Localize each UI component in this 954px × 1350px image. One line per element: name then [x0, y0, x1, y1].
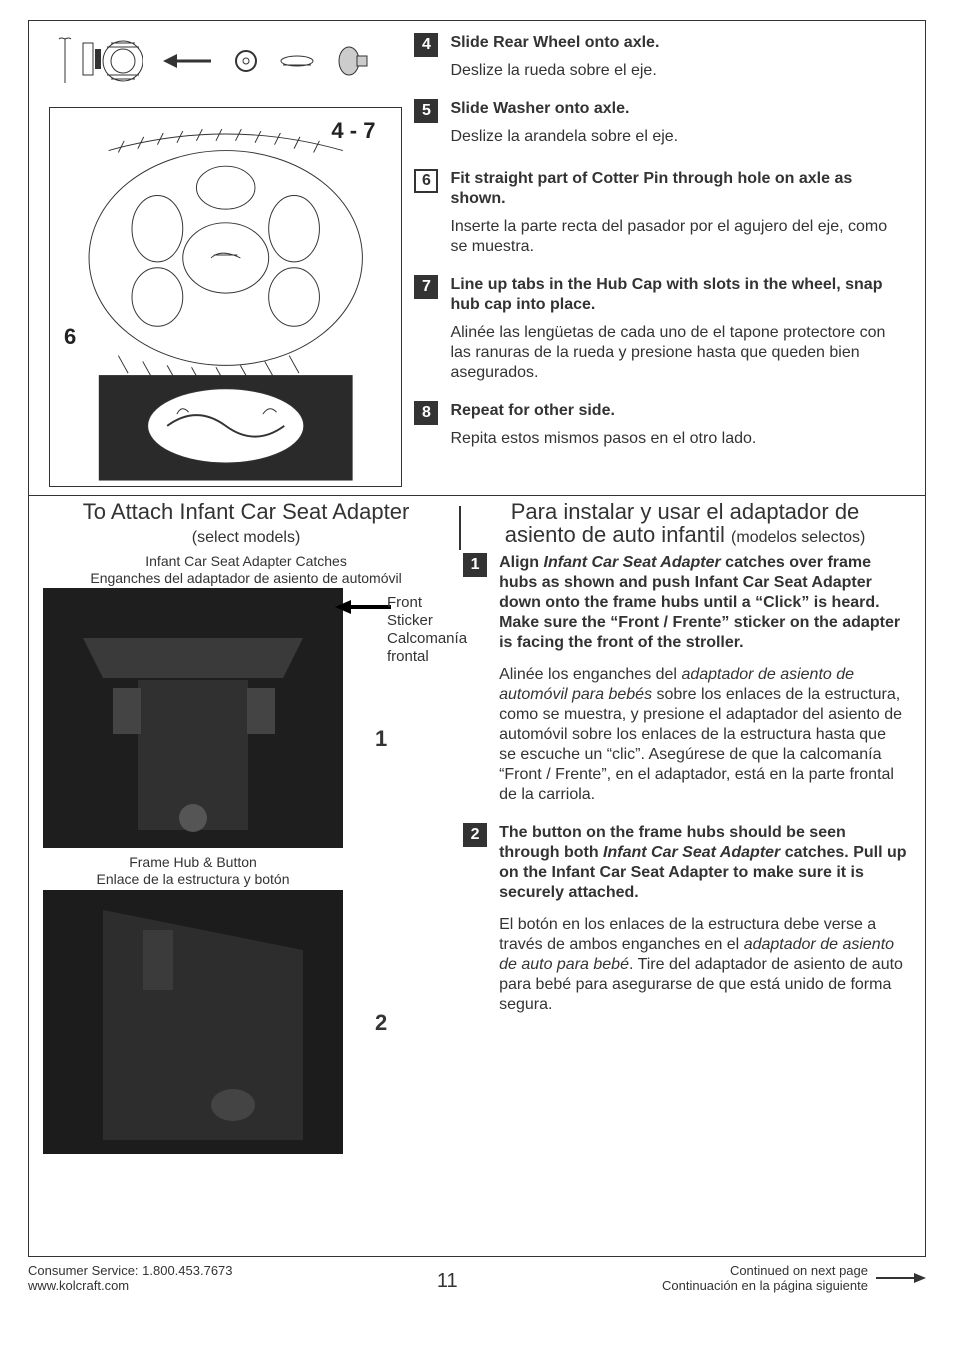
wheel-illustration [50, 108, 401, 486]
adapter-step2-en: The button on the frame hubs should be s… [499, 823, 907, 903]
catches-caption: Infant Car Seat Adapter Catches Enganche… [43, 553, 449, 587]
step4-en: Slide Rear Wheel onto axle. [450, 33, 905, 53]
page-number: 11 [437, 1270, 458, 1293]
framehub-caption: Frame Hub & Button Enlace de la estructu… [43, 854, 343, 888]
axle-parts-diagram [49, 33, 402, 89]
photo-adapter-2 [43, 890, 343, 1154]
step7-en: Line up tabs in the Hub Cap with slots i… [450, 275, 905, 315]
footer-cont-en: Continued on next page [662, 1263, 868, 1278]
adapter-step-badge-2: 2 [463, 823, 487, 847]
next-page-arrow [874, 1272, 926, 1284]
adapter-step1-es: Alinée los enganches del adaptador de as… [499, 665, 907, 805]
adapter-step-badge-1: 1 [463, 553, 487, 577]
footer-service: Consumer Service: 1.800.453.7673 [28, 1263, 233, 1278]
front-sticker-label: Front Sticker Calcomanía frontal [387, 594, 467, 666]
step8-en: Repeat for other side. [450, 401, 905, 421]
front-sticker-arrow [335, 598, 395, 616]
adapter-step2-es: El botón en los enlaces de la estructura… [499, 915, 907, 1015]
section-divider [459, 506, 461, 550]
section-title-en: To Attach Infant Car Seat Adapter (selec… [43, 500, 449, 547]
figure-label-4-7: 4 - 7 [331, 118, 375, 144]
page-footer: Consumer Service: 1.800.453.7673 www.kol… [28, 1263, 926, 1293]
step5-en: Slide Washer onto axle. [450, 99, 905, 119]
figure-label-2: 2 [375, 1010, 387, 1036]
adapter-step1-en: Align Infant Car Seat Adapter catches ov… [499, 553, 907, 653]
photo-adapter-1 [43, 588, 343, 848]
step-badge-5: 5 [414, 99, 438, 123]
step-badge-7: 7 [414, 275, 438, 299]
step6-en: Fit straight part of Cotter Pin through … [450, 169, 905, 209]
step-badge-4: 4 [414, 33, 438, 57]
wheel-figure-box: 4 - 7 6 [49, 107, 402, 487]
step7-es: Alinée las lengüetas de cada uno de el t… [450, 323, 905, 383]
figure-label-6: 6 [64, 324, 76, 350]
step5-es: Deslize la arandela sobre el eje. [450, 127, 905, 147]
page-frame: 4 - 7 6 [28, 20, 926, 1257]
figure-label-1: 1 [375, 726, 387, 752]
step4-es: Deslize la rueda sobre el eje. [450, 61, 905, 81]
step-badge-8: 8 [414, 401, 438, 425]
step6-es: Inserte la parte recta del pasador por e… [450, 217, 905, 257]
footer-cont-es: Continuación en la página siguiente [662, 1278, 868, 1293]
step-badge-6: 6 [414, 169, 438, 193]
section-title-es: Para instalar y usar el adaptador de asi… [463, 500, 907, 547]
step8-es: Repita estos mismos pasos en el otro lad… [450, 429, 905, 449]
footer-url: www.kolcraft.com [28, 1278, 233, 1293]
